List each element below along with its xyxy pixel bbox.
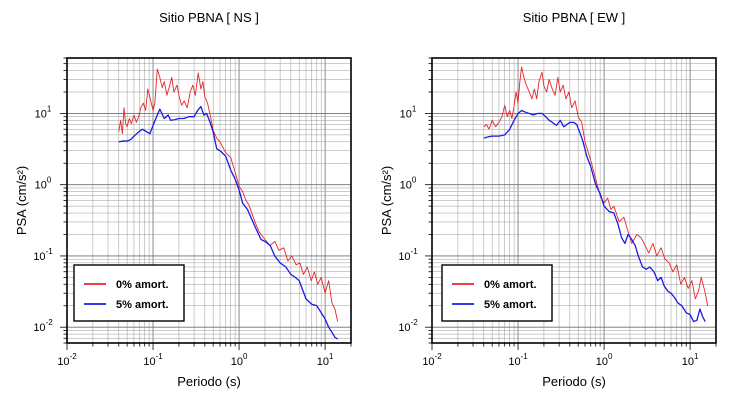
x-axis-label: Periodo (s) (177, 374, 241, 389)
series-line-red (118, 68, 339, 322)
series-line-blue (483, 109, 706, 323)
chart-title: Sitio PBNA [ NS ] (159, 10, 259, 25)
x-tick-label: 10-1 (508, 352, 528, 368)
series-group (483, 66, 709, 323)
x-tick-label: 101 (682, 352, 699, 368)
series-line-blue (118, 105, 339, 340)
x-tick-label: 10-2 (422, 352, 442, 368)
y-tick-label: 101 (400, 104, 417, 120)
y-tick-label: 100 (35, 176, 52, 192)
x-tick-label: 10-1 (143, 352, 163, 368)
legend: 0% amort. 5% amort. (441, 264, 553, 322)
series-line-red (483, 66, 709, 306)
series-group (118, 68, 339, 340)
chart-panel-1: 10-2 10-1 100 101 10-2 10-1 100 101 Sitio PBNA [… (14, 10, 352, 389)
x-axis-label: Periodo (s) (542, 374, 606, 389)
y-axis-label: PSA (cm/s²) (14, 166, 29, 235)
chart-panel-2: 10-2 10-1 100 101 10-2 10-1 100 101 Sitio PBNA [… (379, 10, 717, 389)
x-tick-label: 10-2 (57, 352, 77, 368)
legend-label: 5% amort. (484, 299, 537, 311)
legend-label: 0% amort. (484, 279, 537, 291)
y-tick-label: 10-2 (33, 318, 53, 334)
x-tick-label: 101 (317, 352, 334, 368)
legend-box (441, 264, 553, 322)
y-tick-label: 10-1 (398, 247, 418, 263)
grid (60, 57, 352, 350)
y-tick-label: 100 (400, 176, 417, 192)
y-axis-label: PSA (cm/s²) (379, 166, 394, 235)
plot-frame (66, 57, 352, 344)
y-tick-label: 101 (35, 104, 52, 120)
y-tick-label: 10-1 (33, 247, 53, 263)
legend-label: 5% amort. (116, 299, 169, 311)
plot-frame (431, 57, 717, 344)
legend-box (73, 264, 185, 322)
chart-title: Sitio PBNA [ EW ] (523, 10, 626, 25)
legend: 0% amort. 5% amort. (73, 264, 185, 322)
x-tick-label: 100 (231, 352, 248, 368)
legend-label: 0% amort. (116, 279, 169, 291)
y-tick-label: 10-2 (398, 318, 418, 334)
x-tick-label: 100 (596, 352, 613, 368)
